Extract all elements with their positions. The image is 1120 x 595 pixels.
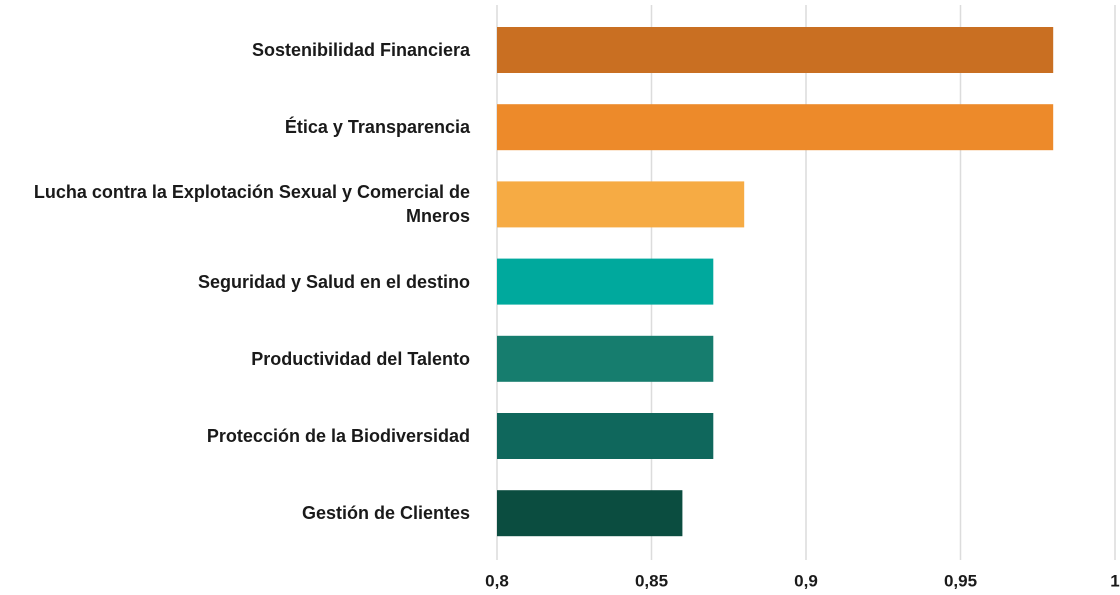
x-tick-label: 0,95 xyxy=(944,571,977,590)
bar xyxy=(497,258,714,305)
category-label: Ética y Transparencia xyxy=(284,117,470,138)
x-tick-label: 0,8 xyxy=(485,571,509,590)
bar xyxy=(497,104,1054,151)
category-label: Gestión de Clientes xyxy=(301,503,470,524)
x-tick-label: 0,85 xyxy=(635,571,668,590)
category-label: Sostenibilidad Financiera xyxy=(251,40,470,60)
x-tick-label: 1 xyxy=(1110,571,1119,590)
category-label: Protección de la Biodiversidad xyxy=(206,426,470,446)
x-tick-label: 0,9 xyxy=(794,571,818,590)
category-label: Productividad del Talento xyxy=(251,348,470,369)
bar xyxy=(497,413,714,459)
bar xyxy=(497,490,683,537)
category-label: Lucha contra la Explotación Sexual y Com… xyxy=(33,182,470,227)
bar xyxy=(497,27,1054,73)
bar xyxy=(497,335,714,382)
category-label: Seguridad y Salud en el destino xyxy=(197,271,470,292)
bar xyxy=(497,181,745,228)
